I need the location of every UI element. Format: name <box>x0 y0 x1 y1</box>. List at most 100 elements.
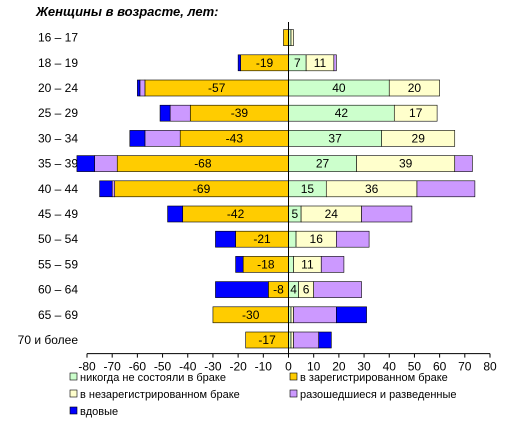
legend: никогда не состояли в браке в зарегистрир… <box>69 372 457 418</box>
legend-label: в незарегистрированном браке <box>80 389 240 401</box>
bar-segment <box>313 281 362 298</box>
data-label: 6 <box>303 283 310 297</box>
data-label: 11 <box>314 56 327 70</box>
bar-segment <box>290 331 294 349</box>
x-tick-label: 60 <box>433 360 447 374</box>
x-tick-label: -50 <box>154 360 172 374</box>
legend-swatch <box>69 372 78 381</box>
bar-segment <box>283 29 289 46</box>
data-label: -57 <box>208 81 226 95</box>
bar-segment <box>215 281 269 298</box>
bar-segment <box>76 155 95 172</box>
legend-swatch <box>69 406 78 415</box>
bar-segment <box>137 79 141 97</box>
category-label: 60 – 64 <box>38 283 78 297</box>
data-label: -43 <box>226 131 244 145</box>
bar-segment <box>167 205 184 223</box>
x-tick-label: 10 <box>307 360 321 374</box>
x-tick-label: 50 <box>408 360 422 374</box>
data-label: -17 <box>258 333 276 347</box>
bar-segment <box>237 54 241 72</box>
x-tick-label: -70 <box>104 360 122 374</box>
data-label: 17 <box>409 106 423 120</box>
category-label: 16 – 17 <box>38 31 78 45</box>
bar-segment <box>169 104 191 122</box>
bar-segment <box>293 331 320 349</box>
bar-segment <box>388 79 440 97</box>
category-label: 70 и более <box>18 333 79 347</box>
category-label: 45 – 49 <box>38 207 78 221</box>
bar-segment <box>320 256 345 273</box>
category-label: 20 – 24 <box>38 81 78 95</box>
bar-segment <box>159 104 171 122</box>
x-tick-label: -30 <box>204 360 222 374</box>
bar-segment <box>454 155 473 172</box>
category-label: 30 – 34 <box>38 131 78 145</box>
bar-segment <box>361 205 413 223</box>
bar-segment <box>381 130 456 147</box>
legend-swatch <box>289 389 298 398</box>
category-label: 40 – 44 <box>38 182 78 196</box>
category-label: 55 – 59 <box>38 257 78 271</box>
legend-label: в зарегистрированном браке <box>300 372 448 384</box>
bar-segment <box>215 230 236 248</box>
data-label: 24 <box>325 207 339 221</box>
data-label: 27 <box>316 157 330 171</box>
data-label: 29 <box>412 131 426 145</box>
bar-segment <box>336 306 367 324</box>
bar-segment <box>288 230 297 248</box>
x-tick-label: -20 <box>229 360 247 374</box>
data-label: 7 <box>294 56 301 70</box>
bar-segment <box>393 104 438 122</box>
data-label: 42 <box>335 106 349 120</box>
bar-segment <box>144 130 181 147</box>
bar-segment <box>288 256 294 273</box>
data-label: 40 <box>332 81 346 95</box>
legend-swatch <box>289 372 298 381</box>
data-label: -21 <box>253 232 271 246</box>
category-label: 50 – 54 <box>38 232 78 246</box>
category-label: 25 – 29 <box>38 106 78 120</box>
data-label: -68 <box>194 157 212 171</box>
bar-segment <box>318 331 332 349</box>
data-label: -69 <box>193 182 211 196</box>
data-label: -19 <box>256 56 274 70</box>
data-label: 15 <box>301 182 315 196</box>
bar-segment <box>111 180 116 198</box>
x-tick-label: 40 <box>383 360 397 374</box>
bar-segment <box>333 54 337 72</box>
data-label: -39 <box>231 106 249 120</box>
data-label: 39 <box>399 157 413 171</box>
x-tick-label: -80 <box>78 360 96 374</box>
bar-segment <box>94 155 118 172</box>
category-label: 35 – 39 <box>38 157 78 171</box>
legend-swatch <box>69 389 78 398</box>
x-tick-label: -40 <box>179 360 197 374</box>
data-label: -8 <box>273 283 284 297</box>
data-label: 37 <box>328 131 342 145</box>
bar-segment <box>416 180 476 198</box>
data-label: -42 <box>227 207 245 221</box>
data-label: 16 <box>310 232 324 246</box>
x-tick-label: 0 <box>285 360 292 374</box>
bar-segment <box>129 130 146 147</box>
bar-segment <box>139 79 146 97</box>
category-label: 18 – 19 <box>38 56 78 70</box>
data-label: 11 <box>301 257 314 271</box>
legend-label: разошедшиеся и разведенные <box>300 389 457 401</box>
x-tick-label: -10 <box>255 360 273 374</box>
x-tick-label: 70 <box>458 360 472 374</box>
x-tick-label: 30 <box>357 360 371 374</box>
bar-segment <box>293 306 337 324</box>
plot-area: -80 -70 -60 -50 -40 -30 -20 -10 0 10 20 30 40 50 60 70 8… <box>18 22 497 374</box>
bar-segment <box>336 230 370 248</box>
chart-title: Женщины в возрасте, лет: <box>36 4 219 19</box>
data-label: 36 <box>365 182 379 196</box>
data-label: 20 <box>408 81 422 95</box>
bar-segment <box>235 256 244 273</box>
data-label: -30 <box>242 308 260 322</box>
data-label: 5 <box>291 207 298 221</box>
legend-label: вдовые <box>80 406 118 418</box>
bar-segment <box>290 29 294 46</box>
